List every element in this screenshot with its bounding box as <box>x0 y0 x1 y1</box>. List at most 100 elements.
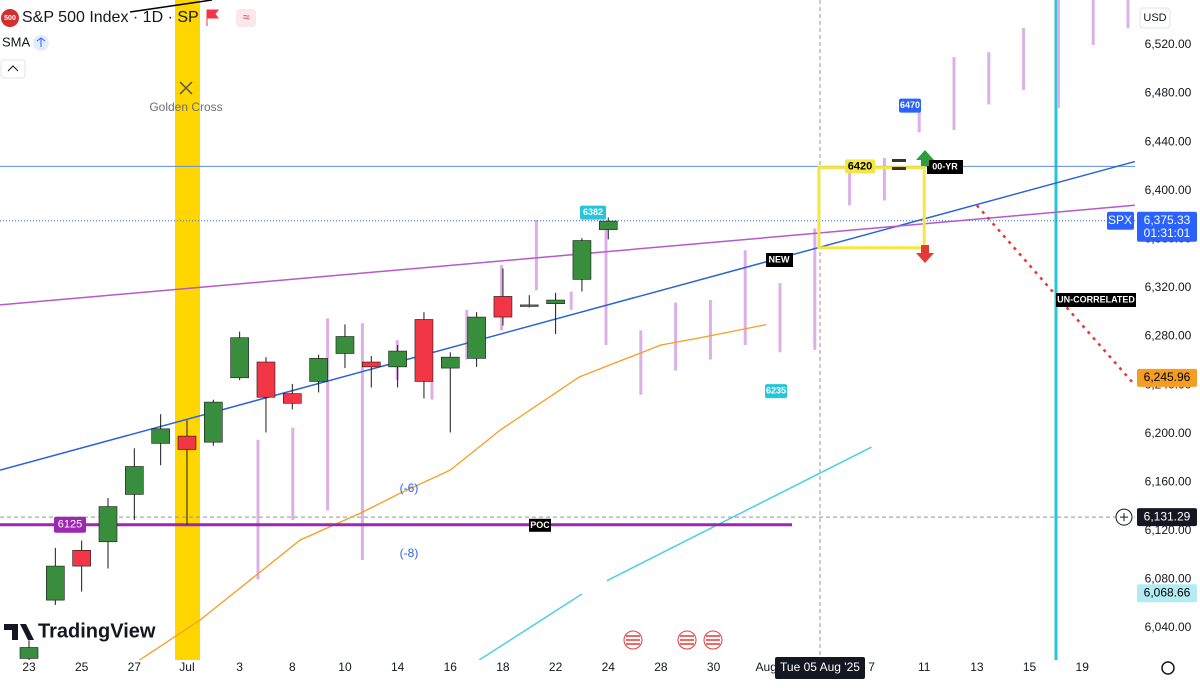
crosshair-date-box <box>775 657 865 679</box>
uncorrelated-badge <box>1056 293 1136 307</box>
y-tick-label: 6,320.00 <box>1145 280 1192 294</box>
symbol-label: SPX <box>1108 213 1132 227</box>
y-tick-label: 6,280.00 <box>1145 329 1192 343</box>
x-tick-label: 3 <box>236 660 243 674</box>
poc-badge <box>529 518 551 532</box>
x-tick-label: 15 <box>1023 660 1037 674</box>
collapse-button[interactable] <box>0 59 26 79</box>
candle-body <box>98 506 118 543</box>
flag-stripes <box>626 635 720 645</box>
event-flags <box>623 630 723 650</box>
price-box <box>1137 508 1197 527</box>
equal-icon <box>892 167 906 170</box>
candle-body <box>256 361 276 398</box>
value-marker <box>580 205 606 220</box>
drawing-line <box>129 0 213 13</box>
cyan-value-label: 6,068.66 <box>1144 585 1191 599</box>
plot-area <box>0 0 1135 660</box>
crosshair-value-label: 6,131.29 <box>1144 509 1191 523</box>
candle-body <box>151 428 170 444</box>
candle-body <box>493 296 513 318</box>
symbol-box <box>1107 211 1134 230</box>
candle-body <box>177 435 197 450</box>
candle-body <box>546 299 565 304</box>
x-tick-label: 8 <box>289 660 296 674</box>
y-tick-label: 6,480.00 <box>1145 86 1192 100</box>
x-tick-label: Aug <box>756 660 777 674</box>
x-tick-label: 14 <box>391 660 405 674</box>
value-marker-label: 6470 <box>900 100 920 110</box>
annotations: NEW UN-CORRELATED 00-YR (-6) (-8) Tradin… <box>4 150 1136 650</box>
candle-body <box>361 361 381 368</box>
settings-icon[interactable] <box>1161 661 1175 675</box>
y-tick-label: 6,520.00 <box>1145 37 1192 51</box>
golden-cross-band <box>175 0 200 660</box>
value-marker-label: 6235 <box>766 386 786 396</box>
x-tick-label: 13 <box>970 660 984 674</box>
overlay: 6420 6470 6382 6235 6125 POC SPX <box>54 98 1134 533</box>
crosshair-date-label: Tue 05 Aug '25 <box>780 660 860 674</box>
x-tick-label: 19 <box>1076 660 1090 674</box>
flag-icon[interactable] <box>206 9 219 26</box>
uncorrelated-label: UN-CORRELATED <box>1057 294 1135 304</box>
trend-line <box>478 593 583 660</box>
candle-body <box>72 550 91 567</box>
currency-box[interactable] <box>1139 7 1171 29</box>
equal-icon <box>892 159 906 162</box>
collapse-glyph <box>7 65 19 72</box>
candle-body <box>230 337 249 379</box>
y-tick-label: 6,160.00 <box>1145 474 1192 488</box>
trend-line <box>0 160 1135 471</box>
count-label: (-8) <box>400 546 419 560</box>
poc-value-box <box>54 516 86 533</box>
last-price-label: 6,375.33 <box>1144 213 1191 227</box>
x-tick-label: 16 <box>444 660 458 674</box>
candle-body <box>282 393 302 404</box>
candle-body <box>519 304 539 307</box>
new-badge <box>766 253 793 267</box>
poc-label: POC <box>530 520 550 530</box>
y-tick-label: 6,080.00 <box>1145 572 1192 586</box>
candle-body <box>46 565 65 601</box>
candle-body <box>467 316 486 359</box>
logo-text: 500 <box>4 15 16 22</box>
currency-label: USD <box>1143 12 1166 24</box>
axis-background <box>1137 0 1200 688</box>
x-tick-label: 28 <box>654 660 668 674</box>
value-marker-label: 6382 <box>583 207 603 217</box>
brand-logo <box>4 624 34 640</box>
y-tick-label: 6,400.00 <box>1145 183 1192 197</box>
crosshair-plus-glyph <box>1120 513 1128 522</box>
value-marker <box>899 98 921 113</box>
yr-badge <box>927 160 963 174</box>
value-marker <box>845 159 875 174</box>
indicator-icon-glyph <box>36 37 46 47</box>
candle-body <box>204 401 223 443</box>
x-tick-label: 10 <box>338 660 352 674</box>
candle-body <box>388 350 407 368</box>
compare-icon[interactable] <box>236 9 256 27</box>
price-box <box>1137 584 1197 603</box>
compare-icon-glyph: ≈ <box>243 10 250 24</box>
sma-value-label: 6,245.96 <box>1144 370 1191 384</box>
candle-body <box>598 220 618 230</box>
header: 500 S&P 500 Index · 1D · SP ≈ SMA Golden… <box>0 0 256 114</box>
count-label: (-6) <box>400 481 419 495</box>
logo <box>1 9 19 27</box>
x-tick-label: 22 <box>549 660 563 674</box>
candle-body <box>572 240 592 280</box>
countdown-label: 01:31:01 <box>1144 226 1191 240</box>
x-tick-label: 23 <box>22 660 36 674</box>
x-tick-label: 11 <box>918 660 931 674</box>
candle-body <box>125 466 144 495</box>
x-tick-label: 25 <box>75 660 89 674</box>
x-tick-label: 30 <box>707 660 721 674</box>
poc-value: 6125 <box>58 519 82 531</box>
trend-line <box>606 446 872 582</box>
price-box <box>1137 368 1197 387</box>
y-tick-label: 6,440.00 <box>1145 134 1192 148</box>
sma-line <box>139 323 767 660</box>
x-tick-label: 24 <box>602 660 616 674</box>
y-tick-label: 6,120.00 <box>1145 523 1192 537</box>
